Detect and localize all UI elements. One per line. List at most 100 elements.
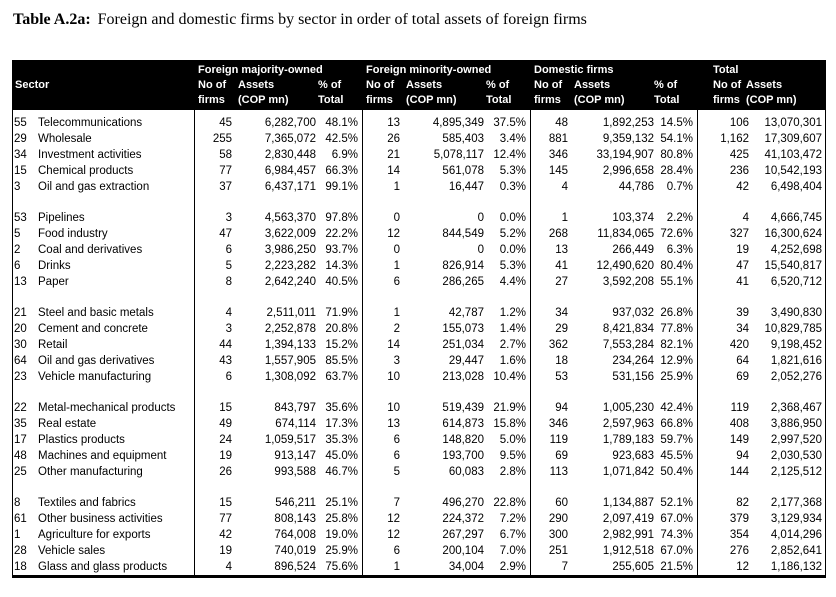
total-no-of-firms: 64 [736,355,749,367]
header-group-total: Total [713,64,739,76]
header-sector: Sector [15,79,50,91]
sector-name: Other manufacturing [38,466,143,478]
sector-code: 61 [14,513,27,525]
fm-pct-of-total: 25.1% [325,497,358,509]
total-assets: 3,129,934 [770,513,822,525]
sector-code: 28 [14,545,27,557]
total-no-of-firms: 69 [736,371,749,383]
fm-pct-of-total: 97.8% [325,212,358,224]
fn-no-of-firms: 6 [393,450,400,462]
sector-name: Real estate [38,418,97,430]
dom-assets: 1,134,887 [602,497,654,509]
dom-assets: 8,421,834 [602,323,654,335]
fn-no-of-firms: 5 [393,466,400,478]
header-total-cop: (COP mn) [746,94,797,106]
fn-pct-of-total: 0.0% [499,212,526,224]
total-assets: 41,103,472 [764,149,822,161]
dom-no-of-firms: 34 [555,307,568,319]
dom-assets: 266,449 [612,244,654,256]
dom-no-of-firms: 4 [561,181,568,193]
total-assets: 4,666,745 [770,212,822,224]
fm-assets: 843,797 [274,402,316,414]
table-row: 35 Real estate 49 674,114 17.3% 13 614,8… [12,416,826,432]
dom-assets: 937,032 [612,307,654,319]
total-no-of-firms: 19 [736,244,749,256]
dom-pct-of-total: 67.0% [660,545,693,557]
fm-pct-of-total: 93.7% [325,244,358,256]
sector-code: 17 [14,434,27,446]
dom-no-of-firms: 1 [561,212,568,224]
dom-assets: 1,892,253 [602,117,654,129]
fn-no-of-firms: 13 [387,117,400,129]
fm-no-of-firms: 15 [219,497,232,509]
fm-assets: 740,019 [274,545,316,557]
dom-no-of-firms: 13 [555,244,568,256]
fm-assets: 1,394,133 [264,339,316,351]
fm-no-of-firms: 47 [219,228,232,240]
table-row: 64 Oil and gas derivatives 43 1,557,905 … [12,353,826,369]
group-spacer [12,480,826,495]
fm-assets: 4,563,370 [264,212,316,224]
group-spacer [12,290,826,305]
fm-assets: 6,984,457 [264,165,316,177]
header-fm-cop: (COP mn) [238,94,289,106]
fm-pct-of-total: 99.1% [325,181,358,193]
sector-code: 1 [14,529,21,541]
fm-pct-of-total: 22.2% [325,228,358,240]
header-fm-assets: Assets [238,79,275,91]
total-no-of-firms: 42 [736,181,749,193]
table-caption-label: Table A.2a: [13,11,91,28]
fm-no-of-firms: 6 [225,371,232,383]
fn-pct-of-total: 3.4% [499,133,526,145]
fn-assets: 844,549 [442,228,484,240]
table-row: 29 Wholesale 255 7,365,072 42.5% 26 585,… [12,131,826,147]
total-assets: 2,852,641 [770,545,822,557]
fn-no-of-firms: 26 [387,133,400,145]
fn-assets: 213,028 [442,371,484,383]
sector-code: 8 [14,497,21,509]
sector-name: Machines and equipment [38,450,167,462]
fm-assets: 2,830,448 [264,149,316,161]
fm-pct-of-total: 63.7% [325,371,358,383]
fn-assets: 826,914 [442,260,484,272]
total-assets: 2,368,467 [770,402,822,414]
fm-pct-of-total: 46.7% [325,466,358,478]
fn-no-of-firms: 3 [393,355,400,367]
total-assets: 2,052,276 [770,371,822,383]
fn-pct-of-total: 1.2% [499,307,526,319]
fm-pct-of-total: 14.3% [325,260,358,272]
total-assets: 2,030,530 [770,450,822,462]
fm-no-of-firms: 8 [225,276,232,288]
total-no-of-firms: 82 [736,497,749,509]
fm-no-of-firms: 77 [219,513,232,525]
total-no-of-firms: 12 [736,561,749,573]
fm-pct-of-total: 25.8% [325,513,358,525]
sector-name: Paper [38,276,69,288]
fm-no-of-firms: 58 [219,149,232,161]
fn-no-of-firms: 21 [387,149,400,161]
header-fn-pct: % of [486,79,510,91]
fm-assets: 1,059,517 [264,434,316,446]
dom-assets: 2,597,963 [602,418,654,430]
dom-assets: 2,097,419 [602,513,654,525]
dom-assets: 7,553,284 [602,339,654,351]
sector-name: Cement and concrete [38,323,148,335]
sector-code: 15 [14,165,27,177]
total-assets: 9,198,452 [770,339,822,351]
fn-assets: 614,873 [442,418,484,430]
fn-no-of-firms: 6 [393,434,400,446]
fm-assets: 1,557,905 [264,355,316,367]
header-fm-pct: % of [318,79,342,91]
dom-pct-of-total: 67.0% [660,513,693,525]
fm-no-of-firms: 4 [225,307,232,319]
fn-assets: 148,820 [442,434,484,446]
header-fn-cop: (COP mn) [406,94,457,106]
fn-assets: 5,078,117 [433,149,484,161]
dom-pct-of-total: 55.1% [660,276,693,288]
total-no-of-firms: 4 [742,212,749,224]
table-row: 22 Metal-mechanical products 15 843,797 … [12,400,826,416]
total-assets: 17,309,607 [764,133,822,145]
fm-no-of-firms: 24 [219,434,232,446]
total-assets: 4,014,296 [770,529,822,541]
fn-no-of-firms: 12 [387,513,400,525]
